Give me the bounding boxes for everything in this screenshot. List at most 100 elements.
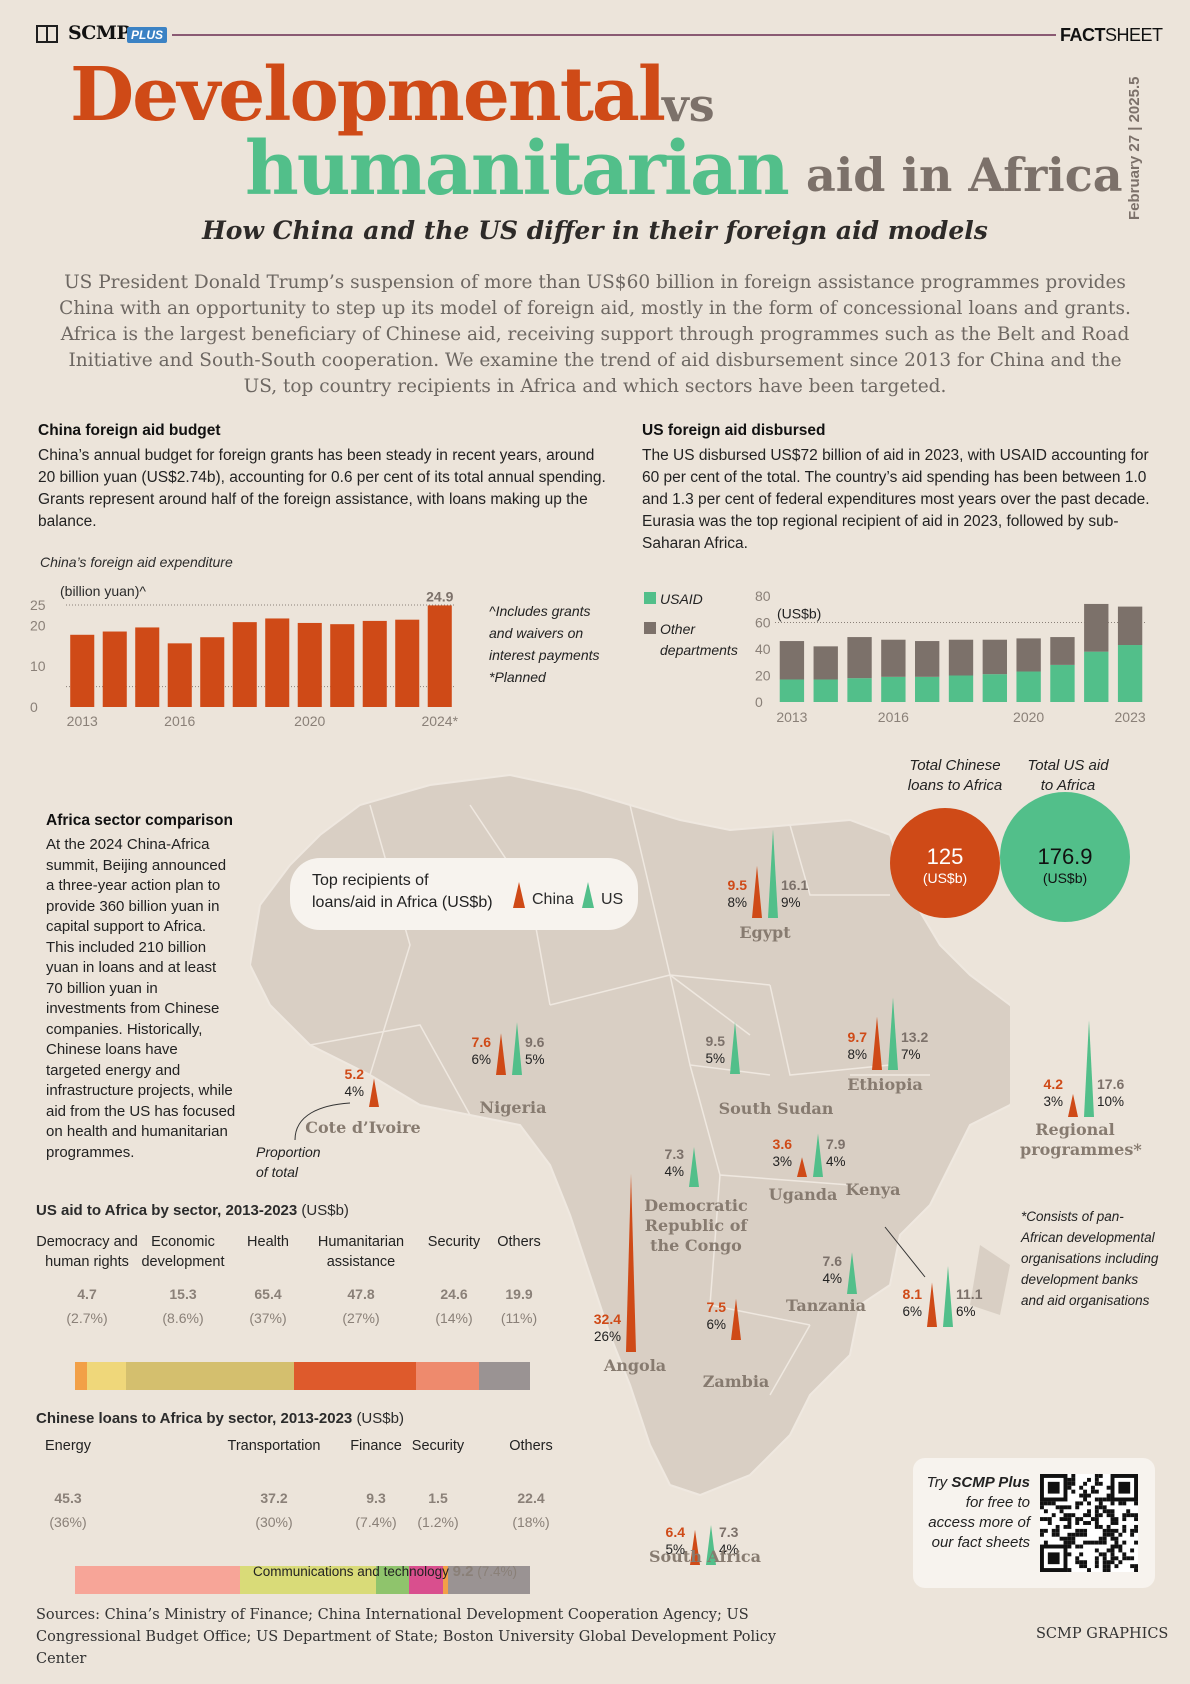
qr-module [1063, 1524, 1068, 1529]
china-x-tick: 2016 [164, 713, 195, 729]
china-spike-value: 3.6 3% [772, 1136, 792, 1169]
qr-module [1110, 1536, 1115, 1541]
qr-module [1098, 1540, 1103, 1545]
qr-module [1122, 1513, 1127, 1518]
qr-module [1114, 1528, 1119, 1533]
qr-module [1134, 1513, 1138, 1518]
proportion-note: Proportion of total [256, 1144, 321, 1180]
qr-module [1071, 1540, 1076, 1545]
us-spike [943, 1265, 953, 1327]
qr-module [1094, 1556, 1099, 1561]
sector-value-label: 19.9 (11%) [500, 1286, 538, 1326]
china-x-tick: 2020 [294, 713, 325, 729]
china-spike-value: 5.2 4% [344, 1066, 364, 1099]
qr-module [1063, 1540, 1068, 1545]
qr-module [1130, 1528, 1135, 1533]
qr-module [1055, 1532, 1060, 1537]
china-spike [797, 1157, 807, 1177]
qr-module [1075, 1532, 1080, 1537]
sector-segment [75, 1362, 88, 1390]
china-bar [362, 620, 387, 707]
qr-module [1102, 1509, 1107, 1514]
china-aid-bar-chart: 0 10 20 25 24.9 2013 2016 2020 2024* [30, 588, 459, 729]
total-us-unit: (US$b) [1042, 870, 1088, 886]
qr-module [1087, 1493, 1091, 1498]
sector-segment [87, 1362, 127, 1390]
china-y-tick: 25 [30, 597, 46, 613]
qr-module [1098, 1497, 1103, 1502]
total-china-circle [890, 808, 1000, 918]
qr-module [1102, 1497, 1107, 1502]
header-rule [172, 34, 1056, 36]
qr-module [1090, 1489, 1095, 1494]
qr-module [1094, 1521, 1099, 1525]
qr-module [1094, 1497, 1099, 1502]
china-bar [200, 637, 225, 707]
qr-module [1083, 1481, 1088, 1486]
us-bar-segment [982, 674, 1007, 702]
qr-module [1106, 1524, 1111, 1529]
qr-module [1102, 1528, 1107, 1533]
sector-category-label: Economic development [141, 1234, 225, 1270]
qr-finder [1047, 1552, 1060, 1565]
us-budget-heading: US foreign aid disbursed [642, 422, 826, 439]
qr-module [1071, 1532, 1076, 1537]
us-x-tick: 2023 [1115, 709, 1146, 725]
qr-module [1087, 1509, 1091, 1514]
qr-module [1130, 1532, 1135, 1537]
china-spike-value: 6.4 5% [665, 1524, 685, 1557]
sector-category-label: Democracy and human rights [36, 1234, 138, 1270]
promo-text: Try SCMP Plus for free to access more of… [926, 1474, 1030, 1551]
title-vs: vs [662, 78, 715, 132]
qr-module [1087, 1477, 1091, 1482]
sector-value-label: 15.3 (8.6%) [162, 1286, 204, 1326]
qr-module [1075, 1560, 1080, 1565]
china-data-label: 24.9 [426, 588, 453, 604]
qr-module [1075, 1556, 1080, 1561]
qr-module [1110, 1528, 1115, 1533]
qr-module [1106, 1560, 1111, 1565]
country-label: Nigeria [479, 1098, 547, 1117]
qr-module [1071, 1536, 1076, 1541]
china-spike-value: 4.2 3% [1043, 1076, 1063, 1109]
qr-module [1067, 1481, 1072, 1486]
us-spike-value: 7.6 4% [822, 1253, 842, 1286]
qr-module [1098, 1524, 1103, 1529]
qr-module [1134, 1540, 1138, 1545]
qr-module [1075, 1501, 1080, 1506]
title-aid-in-africa: aid in Africa [806, 148, 1123, 202]
china-y-tick: 0 [30, 699, 38, 715]
country-label: Regional programmes* [1020, 1120, 1142, 1159]
credit: SCMP GRAPHICS [1036, 1626, 1169, 1642]
sector-category-label: Finance [350, 1438, 402, 1454]
qr-module [1087, 1568, 1091, 1572]
qr-module [1059, 1536, 1064, 1541]
qr-module [1122, 1528, 1127, 1533]
china-spike-value: 32.4 26% [593, 1311, 621, 1344]
qr-code-icon[interactable] [1040, 1474, 1138, 1572]
us-bar-segment [915, 676, 940, 702]
qr-module [1098, 1474, 1103, 1478]
qr-module [1047, 1517, 1052, 1522]
us-bar-segment [1050, 664, 1075, 702]
china-spike [872, 1016, 882, 1070]
us-spike-value: 11.1 6% [956, 1286, 983, 1319]
qr-module [1110, 1501, 1115, 1506]
us-spike-value: 7.9 4% [826, 1136, 846, 1169]
qr-module [1067, 1517, 1072, 1522]
qr-module [1063, 1505, 1068, 1510]
qr-module [1083, 1513, 1088, 1518]
us-bar-segment [779, 679, 805, 702]
qr-module [1063, 1536, 1068, 1541]
china-spike [752, 865, 762, 918]
us-bar-segment [847, 637, 872, 679]
qr-module [1118, 1544, 1123, 1549]
us-chart-unit: (US$b) [777, 606, 821, 622]
qr-module [1118, 1501, 1123, 1506]
qr-module [1067, 1485, 1072, 1490]
sector-value-label: 24.6 (14%) [435, 1286, 473, 1326]
china-x-tick: 2013 [67, 713, 98, 729]
sector-category-label: Others [509, 1438, 553, 1454]
us-spike [730, 1021, 740, 1074]
china-spike [626, 1173, 636, 1352]
